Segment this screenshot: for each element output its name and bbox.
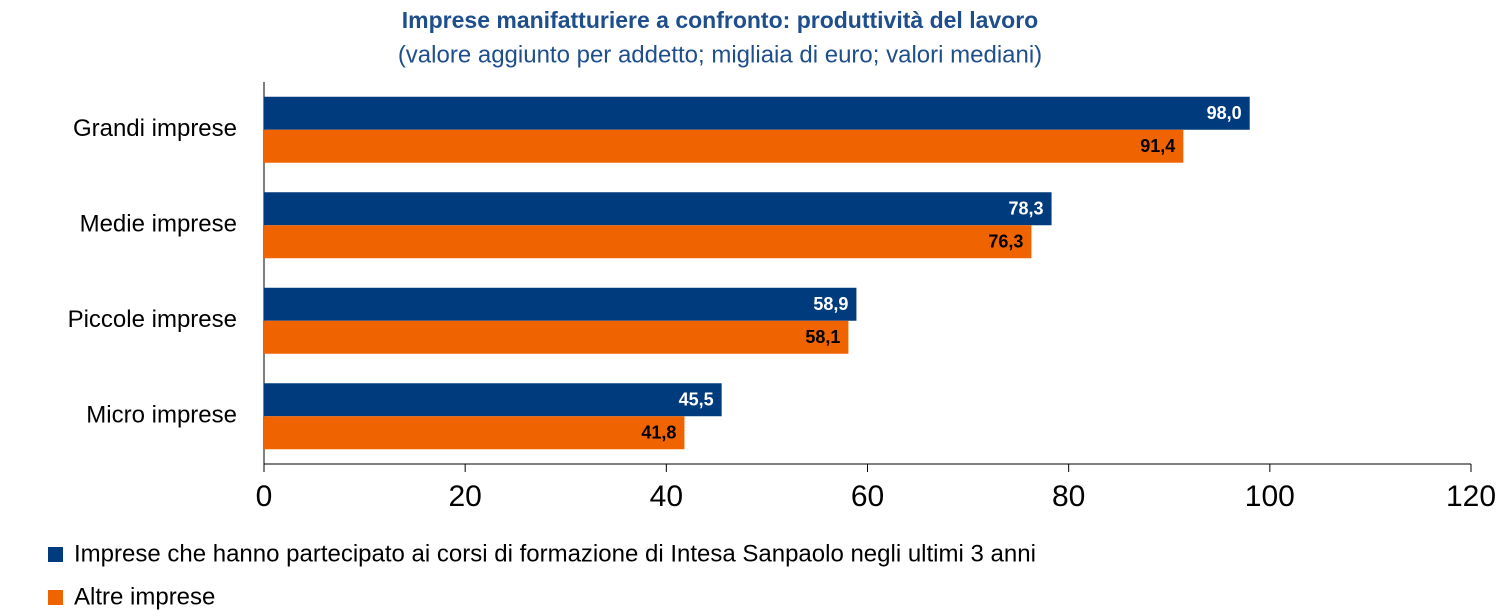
bar [264,383,722,417]
legend-swatch [48,590,63,605]
data-label: 98,0 [1207,103,1242,123]
x-tick-label: 60 [851,480,884,513]
data-label: 78,3 [1009,199,1044,219]
x-tick-label: 40 [650,480,683,513]
data-label: 58,9 [813,294,848,314]
data-label: 91,4 [1140,136,1175,156]
chart-subtitle: (valore aggiunto per addetto; migliaia d… [398,41,1042,68]
legend-swatch [48,547,63,562]
x-tick-label: 120 [1446,480,1496,513]
chart-title: Imprese manifatturiere a confronto: prod… [402,7,1038,33]
x-tick-label: 0 [256,480,273,513]
y-tick-label: Piccole imprese [68,306,237,333]
bar [264,96,1250,130]
y-tick-label: Medie imprese [80,211,237,238]
bar [264,129,1184,163]
y-tick-label: Micro imprese [86,402,237,429]
legend-label: Imprese che hanno partecipato ai corsi d… [74,540,1036,567]
bar [264,287,857,321]
data-label: 45,5 [679,390,714,410]
x-tick-label: 100 [1245,480,1295,513]
data-label: 76,3 [988,232,1023,252]
x-tick-label: 20 [448,480,481,513]
y-tick-label: Grandi imprese [73,115,237,142]
x-tick-label: 80 [1052,480,1085,513]
bar [264,320,849,354]
legend-label: Altre imprese [74,583,215,610]
data-label: 41,8 [641,423,676,443]
bar [264,416,685,450]
bar [264,225,1032,259]
data-label: 58,1 [805,327,840,347]
bar [264,192,1052,226]
